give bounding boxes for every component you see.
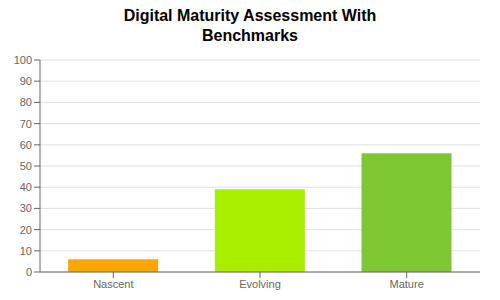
svg-text:80: 80	[20, 96, 32, 108]
svg-text:20: 20	[20, 224, 32, 236]
html-text:Digital Maturity Assessment Wi: Digital Maturity Assessment With	[123, 7, 377, 24]
svg-text:70: 70	[20, 118, 32, 130]
svg-text:0: 0	[26, 266, 32, 278]
svg-text:50: 50	[20, 160, 32, 172]
svg-text:Nascent: Nascent	[93, 278, 133, 290]
html-text:Benchmarks: Benchmarks	[202, 27, 298, 44]
svg-text:Mature: Mature	[390, 278, 424, 290]
svg-text:Evolving: Evolving	[239, 278, 281, 290]
svg-text:90: 90	[20, 75, 32, 87]
svg-text:10: 10	[20, 245, 32, 257]
svg-text:30: 30	[20, 202, 32, 214]
svg-text:40: 40	[20, 181, 32, 193]
svg-text:60: 60	[20, 139, 32, 151]
svg-text:100: 100	[14, 54, 32, 66]
